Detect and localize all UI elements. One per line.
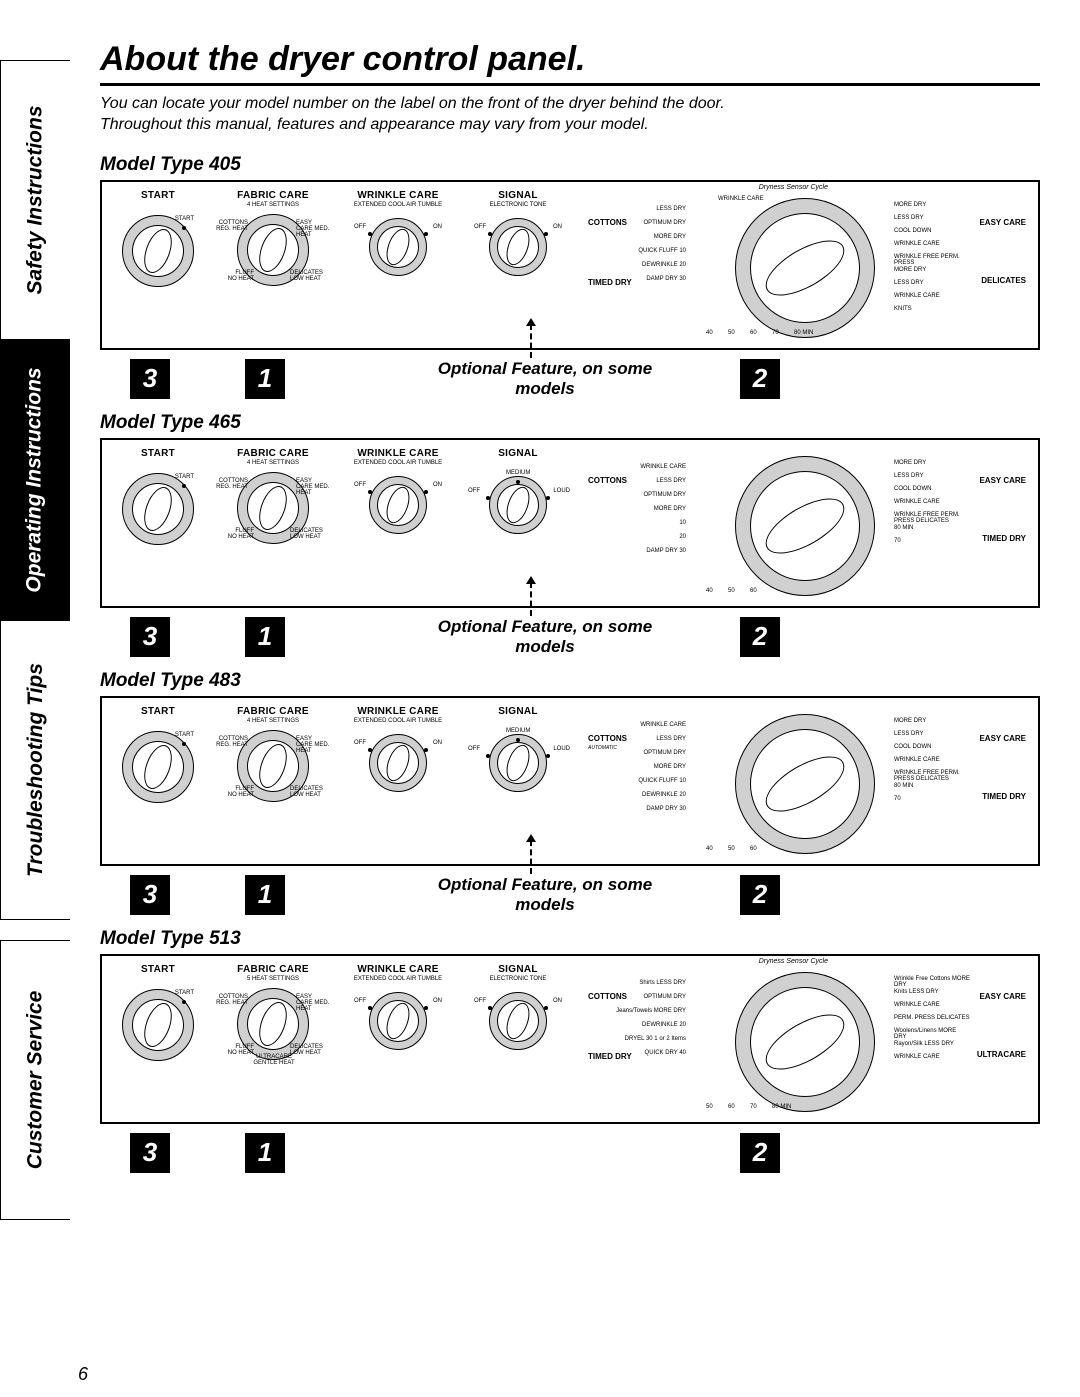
model-heading: Model Type 405	[100, 154, 1040, 176]
callout-1: 1	[245, 617, 285, 657]
callout-3: 3	[130, 875, 170, 915]
callout-row: 3 1 Optional Feature, on some models 2	[100, 870, 1040, 920]
knob-start: START START	[108, 448, 208, 545]
panel-frame: Dryness Sensor Cycle START START FABRIC …	[100, 954, 1040, 1124]
knob-fabric: FABRIC CARE 4 HEAT SETTINGS COTTONSREG. …	[208, 448, 338, 544]
knob-main-cycle: COTTONS AUTOMATIC WRINKLE CARELESS DRYOP…	[578, 706, 1032, 854]
knob-wrinkle: WRINKLE CARE EXTENDED COOL AIR TUMBLE OF…	[338, 448, 458, 534]
knob-main-cycle: COTTONS WRINKLE CARELESS DRYOPTIMUM DRYM…	[578, 448, 1032, 596]
knob-signal: SIGNAL ELECTRONIC TONE OFF ON	[458, 190, 578, 276]
knob-fabric: FABRIC CARE 4 HEAT SETTINGS COTTONSREG. …	[208, 706, 338, 802]
sidebar-tab-customer: Customer Service	[0, 940, 70, 1220]
knob-start: START START	[108, 190, 208, 287]
callout-2: 2	[740, 359, 780, 399]
knob-start: START START	[108, 706, 208, 803]
callout-1: 1	[245, 1133, 285, 1173]
content: About the dryer control panel. You can l…	[70, 0, 1080, 1397]
sidebar-tab-safety: Safety Instructions	[0, 60, 70, 340]
callout-row: 3 1 Optional Feature, on some models 2	[100, 354, 1040, 404]
callout-3: 3	[130, 1133, 170, 1173]
callout-2: 2	[740, 617, 780, 657]
knob-main-cycle: COTTONSTIMED DRY LESS DRYOPTIMUM DRYMORE…	[578, 190, 1032, 338]
knob-wrinkle: WRINKLE CARE EXTENDED COOL AIR TUMBLE OF…	[338, 190, 458, 276]
callout-1: 1	[245, 875, 285, 915]
callout-row: 3 1 Optional Feature, on some models 2	[100, 612, 1040, 662]
knob-signal: SIGNAL ELECTRONIC TONE OFF ON	[458, 964, 578, 1050]
page-number: 6	[78, 1364, 88, 1385]
knob-start: START START	[108, 964, 208, 1061]
callout-2: 2	[740, 875, 780, 915]
knob-signal: SIGNAL OFF MEDIUM LOUD	[458, 706, 578, 792]
callout-2: 2	[740, 1133, 780, 1173]
knob-wrinkle: WRINKLE CARE EXTENDED COOL AIR TUMBLE OF…	[338, 964, 458, 1050]
panel-frame: START START FABRIC CARE 4 HEAT SETTINGS …	[100, 696, 1040, 866]
optional-feature-label: Optional Feature, on some models	[435, 359, 655, 398]
callout-row: 3 1 2	[100, 1128, 1040, 1178]
optional-arrow	[530, 840, 532, 874]
intro: You can locate your model number on the …	[100, 94, 1040, 136]
optional-arrow	[530, 582, 532, 616]
callout-3: 3	[130, 617, 170, 657]
model-heading: Model Type 465	[100, 412, 1040, 434]
sidebar-tab-operating: Operating Instructions	[0, 340, 70, 620]
sidebar: Safety Instructions Operating Instructio…	[0, 0, 70, 1397]
page-title: About the dryer control panel.	[100, 40, 1040, 86]
panel-frame: Dryness Sensor Cycle START START FABRIC …	[100, 180, 1040, 350]
knob-signal: SIGNAL OFF MEDIUM LOUD	[458, 448, 578, 534]
optional-feature-label: Optional Feature, on some models	[435, 617, 655, 656]
sidebar-tab-troubleshoot: Troubleshooting Tips	[0, 620, 70, 920]
knob-wrinkle: WRINKLE CARE EXTENDED COOL AIR TUMBLE OF…	[338, 706, 458, 792]
knob-main-cycle: COTTONSTIMED DRY Shirts LESS DRYOPTIMUM …	[578, 964, 1032, 1112]
panel-frame: START START FABRIC CARE 4 HEAT SETTINGS …	[100, 438, 1040, 608]
callout-3: 3	[130, 359, 170, 399]
knob-fabric: FABRIC CARE 5 HEAT SETTINGS COTTONSREG. …	[208, 964, 338, 1060]
callout-1: 1	[245, 359, 285, 399]
model-heading: Model Type 513	[100, 928, 1040, 950]
optional-feature-label: Optional Feature, on some models	[435, 875, 655, 914]
optional-arrow	[530, 324, 532, 358]
model-heading: Model Type 483	[100, 670, 1040, 692]
knob-fabric: FABRIC CARE 4 HEAT SETTINGS COTTONSREG. …	[208, 190, 338, 286]
